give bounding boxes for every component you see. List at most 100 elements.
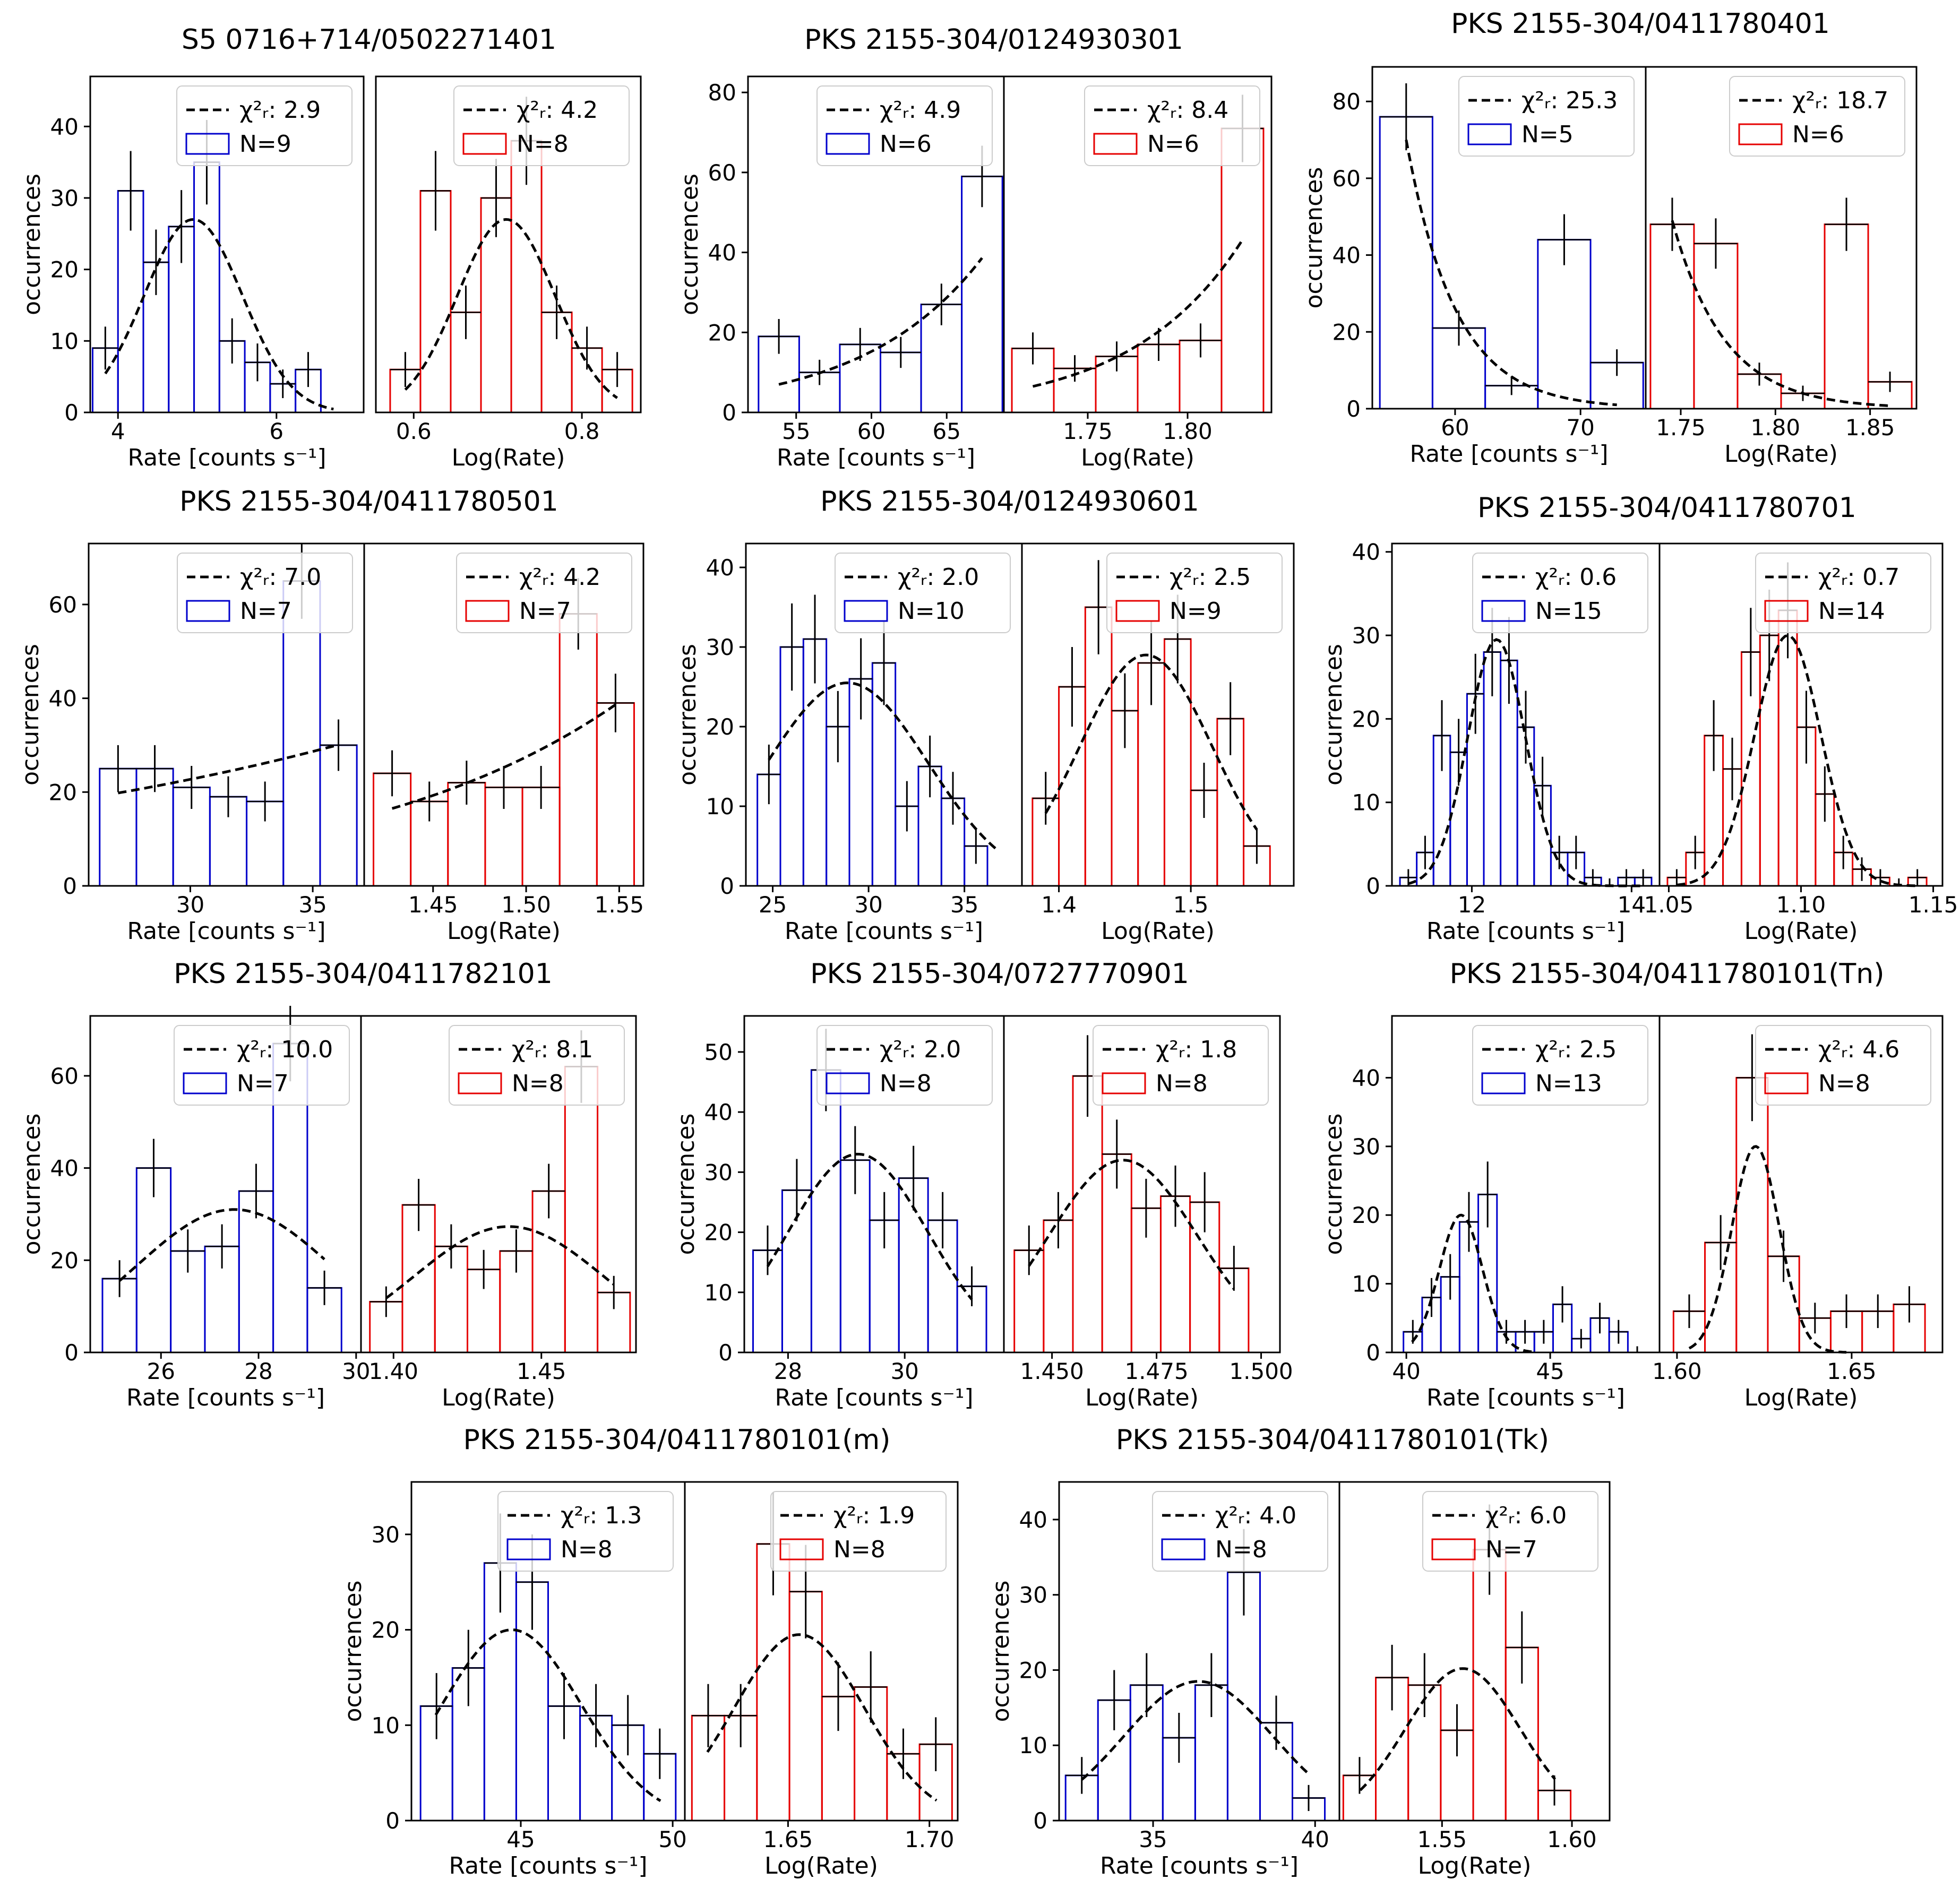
x-tick-label: 14 (1618, 892, 1646, 918)
legend-hist-swatch (465, 600, 510, 622)
y-tick-label: 40 (49, 686, 77, 712)
x-tick-label: 1.65 (763, 1826, 813, 1852)
chi2-symbol: χ²ᵣ: (1818, 1036, 1862, 1063)
legend-hist-swatch (185, 133, 230, 155)
x-axis-label-rate: Rate [counts s⁻¹] (775, 1384, 973, 1411)
legend-box (1152, 1491, 1328, 1572)
axes-frame (375, 75, 642, 413)
x-axis-label-log: Log(Rate) (1081, 444, 1194, 471)
legend: χ²ᵣ: 7.0 N=7 (177, 553, 353, 633)
legend-chi2-label: χ²ᵣ: 18.7 (1792, 87, 1888, 114)
legend-box (816, 1025, 993, 1106)
y-tick-label: 40 (50, 114, 79, 140)
x-tick-label: 1.10 (1776, 892, 1826, 918)
x-tick-label: 1.60 (1547, 1826, 1597, 1852)
y-tick-label: 10 (372, 1712, 400, 1738)
x-axis-label-rate: Rate [counts s⁻¹] (1100, 1852, 1299, 1879)
legend-chi2-label: χ²ᵣ: 2.9 (239, 97, 321, 124)
y-tick-label: 50 (704, 1039, 733, 1065)
y-tick-label: 30 (704, 1159, 733, 1185)
fit-curve (706, 1633, 938, 1802)
x-tick-label: 1.55 (595, 892, 644, 918)
y-axis-label: occurrences (673, 1114, 700, 1255)
legend-box (1084, 85, 1260, 166)
legend-chi2-label: χ²ᵣ: 4.2 (519, 564, 600, 591)
x-tick-label: 25 (759, 892, 787, 918)
y-tick-label: 0 (385, 1808, 400, 1834)
x-tick-label: 1.85 (1845, 415, 1895, 441)
panel-title: PKS 2155-304/0411780101(Tk) (1116, 1424, 1549, 1456)
x-tick-label: 0.8 (564, 418, 600, 444)
legend-chi2-label: χ²ᵣ: 2.0 (880, 1036, 961, 1063)
y-tick-label: 0 (1346, 396, 1361, 422)
legend: χ²ᵣ: 2.0 N=8 (816, 1025, 993, 1106)
legend: χ²ᵣ: 2.5 N=13 (1472, 1025, 1648, 1106)
legend-n-label: N=8 (833, 1536, 886, 1563)
chi2-symbol: χ²ᵣ: (833, 1502, 878, 1529)
legend-n-label: N=7 (1485, 1536, 1537, 1563)
panel-title: PKS 2155-304/0411780501 (179, 486, 558, 518)
y-tick-label: 40 (706, 555, 734, 581)
x-axis-label-rate: Rate [counts s⁻¹] (127, 918, 325, 945)
y-tick-label: 0 (64, 1340, 79, 1366)
x-tick-label: 55 (782, 418, 810, 444)
legend: χ²ᵣ: 0.6 N=15 (1472, 553, 1648, 633)
legend-hist-swatch (1738, 123, 1783, 145)
legend-box (453, 85, 630, 166)
x-axis-label-rate: Rate [counts s⁻¹] (127, 444, 326, 471)
y-tick-label: 0 (720, 873, 734, 899)
y-tick-label: 0 (63, 873, 77, 899)
y-tick-label: 0 (718, 1340, 733, 1366)
chi2-value: 1.9 (878, 1502, 915, 1529)
fit-curve (118, 1208, 325, 1282)
axes-frame (1021, 542, 1295, 887)
chi2-value: 8.1 (556, 1036, 593, 1063)
legend-chi2-label: χ²ᵣ: 25.3 (1521, 87, 1618, 114)
chi2-symbol: χ²ᵣ: (1521, 87, 1566, 114)
histogram-bar (961, 175, 1003, 413)
legend-hist-swatch (1481, 600, 1526, 622)
chi2-value: 4.2 (563, 564, 600, 591)
x-tick-label: 1.5 (1173, 892, 1209, 918)
legend-chi2-label: χ²ᵣ: 2.5 (1170, 564, 1251, 591)
x-axis-label-log: Log(Rate) (1418, 1852, 1532, 1879)
subplot-7: PKS 2155-304/0411782101 26 28 30 Rate [count… (19, 958, 637, 1411)
legend: χ²ᵣ: 2.9 N=9 (176, 85, 353, 166)
histogram-bar (564, 1066, 599, 1353)
chi2-value: 2.0 (924, 1036, 961, 1063)
legend-chi2-label: χ²ᵣ: 4.0 (1215, 1502, 1296, 1529)
legend-hist-swatch (826, 133, 870, 155)
y-tick-label: 40 (1019, 1507, 1047, 1533)
fit-curve (117, 743, 339, 795)
legend-hist-swatch (462, 133, 507, 155)
fit-curve (766, 1152, 973, 1300)
panel-title: PKS 2155-304/0411780401 (1451, 8, 1830, 40)
x-tick-label: 1.45 (517, 1358, 566, 1384)
chi2-value: 7.0 (284, 564, 321, 591)
y-axis-label: occurrences (1320, 1114, 1347, 1255)
x-tick-label: 1.80 (1751, 415, 1801, 441)
chi2-symbol: χ²ᵣ: (898, 564, 942, 591)
legend-box (816, 85, 993, 166)
x-tick-label: 35 (1139, 1826, 1167, 1852)
legend-hist-swatch (1093, 133, 1138, 155)
chi2-value: 4.6 (1862, 1036, 1899, 1063)
legend-box (1106, 553, 1283, 633)
x-tick-label: 1.500 (1229, 1358, 1293, 1384)
legend-n-label: N=9 (239, 131, 291, 158)
legend-box (1093, 1025, 1269, 1106)
y-tick-label: 30 (1352, 1134, 1380, 1160)
x-axis-label-log: Log(Rate) (442, 1384, 555, 1411)
x-tick-label: 0.6 (396, 418, 432, 444)
legend-chi2-label: χ²ᵣ: 8.4 (1147, 97, 1228, 124)
chi2-value: 6.0 (1529, 1502, 1567, 1529)
fit-curve (104, 218, 334, 411)
y-tick-label: 20 (50, 257, 79, 283)
legend-chi2-label: χ²ᵣ: 8.1 (512, 1036, 593, 1063)
x-tick-label: 1.40 (369, 1358, 419, 1384)
legend-chi2-label: χ²ᵣ: 6.0 (1485, 1502, 1567, 1529)
x-axis-label-log: Log(Rate) (764, 1852, 878, 1879)
chi2-symbol: χ²ᵣ: (239, 97, 283, 124)
